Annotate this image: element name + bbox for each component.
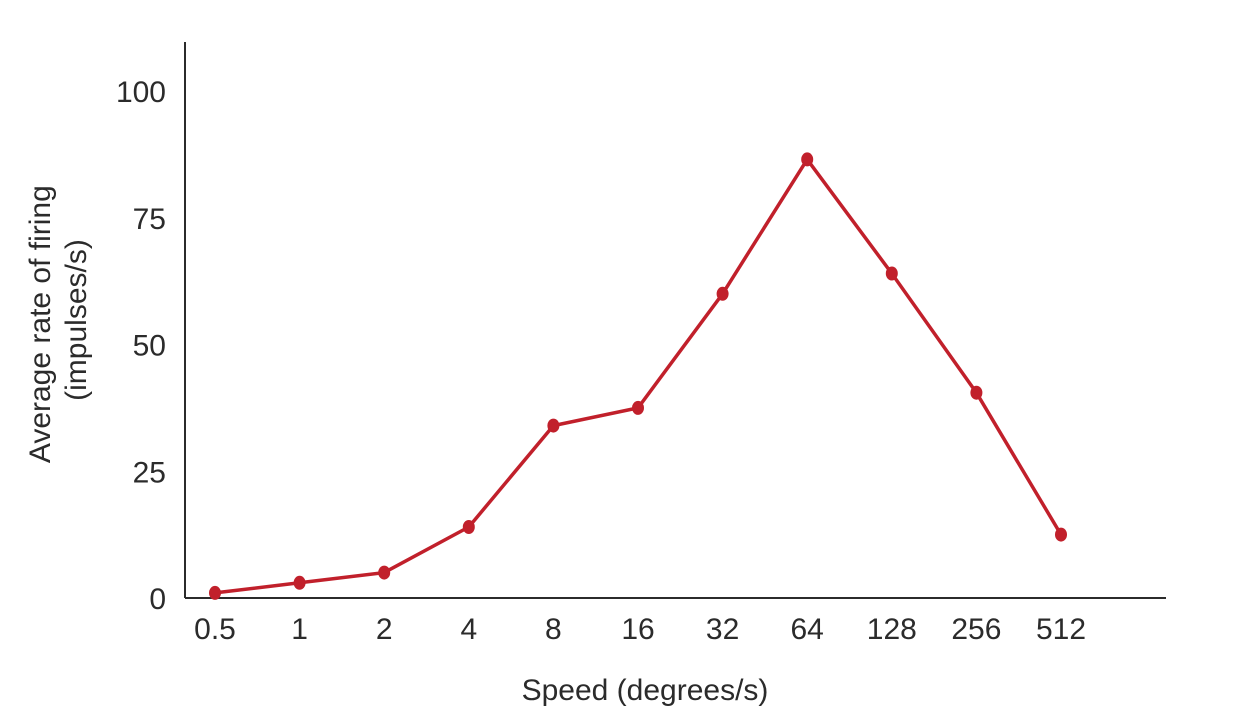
axes: [184, 42, 1166, 599]
data-point: [378, 565, 391, 580]
x-tick-label: 1: [291, 613, 308, 646]
data-point: [970, 385, 983, 400]
x-tick-labels: 0.5 1 2 4 8 16 32 64 128 256 512: [194, 613, 1086, 646]
y-tick-label: 25: [133, 456, 166, 489]
x-tick-label: 2: [376, 613, 393, 646]
data-point: [462, 520, 475, 534]
y-tick-label: 100: [116, 76, 166, 109]
y-axis-label-line-2: (impulses/s): [60, 239, 93, 401]
y-tick-label: 0: [149, 583, 166, 616]
series-line: [214, 157, 1063, 595]
data-point: [801, 152, 814, 167]
y-tick-label: 75: [133, 203, 166, 236]
x-tick-label: 8: [545, 613, 562, 646]
x-tick-label: 64: [791, 613, 824, 646]
x-tick-label: 0.5: [194, 613, 236, 646]
y-tick-label: 50: [133, 330, 166, 363]
data-point: [632, 400, 644, 415]
x-tick-label: 16: [621, 613, 654, 646]
y-tick-labels: 0 25 50 75 100: [116, 76, 166, 616]
y-axis-label: Average rate of firing (impulses/s): [24, 177, 93, 463]
y-axis-label-line-1: Average rate of firing: [24, 185, 57, 463]
x-tick-label: 128: [867, 613, 917, 646]
x-tick-label: 256: [951, 613, 1001, 646]
data-point: [885, 266, 898, 281]
series: [209, 152, 1067, 600]
data-point: [547, 418, 560, 433]
data-point: [1055, 527, 1067, 542]
x-tick-label: 32: [706, 613, 739, 646]
data-point: [209, 585, 221, 600]
x-tick-label: 4: [460, 613, 477, 646]
x-axis-label: Speed (degrees/s): [522, 674, 769, 707]
x-tick-label: 512: [1036, 613, 1086, 646]
data-point: [716, 286, 729, 301]
data-point: [293, 575, 306, 590]
